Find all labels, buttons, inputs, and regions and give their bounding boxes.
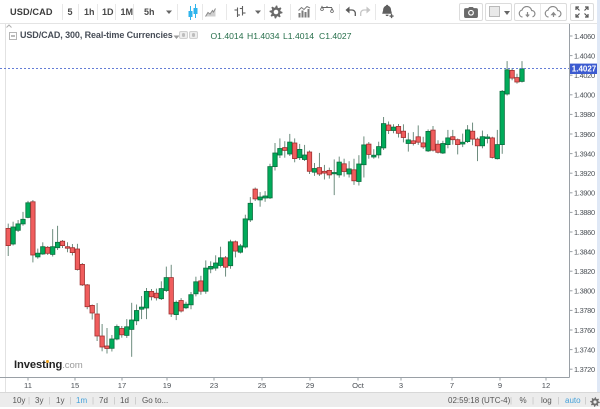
svg-text:1.3780: 1.3780 <box>574 306 595 315</box>
svg-text:1.3760: 1.3760 <box>574 326 595 335</box>
svg-text:7: 7 <box>450 381 454 390</box>
svg-text:1.3960: 1.3960 <box>574 130 595 139</box>
svg-text:25: 25 <box>258 381 266 390</box>
svg-text:17: 17 <box>118 381 126 390</box>
svg-text:1.3820: 1.3820 <box>574 267 595 276</box>
svg-text:1.3880: 1.3880 <box>574 208 595 217</box>
svg-text:1.3720: 1.3720 <box>574 365 595 374</box>
svg-text:1.3900: 1.3900 <box>574 189 595 198</box>
svg-text:1.4020: 1.4020 <box>574 71 595 80</box>
svg-text:1.3860: 1.3860 <box>574 228 595 237</box>
svg-text:1.3740: 1.3740 <box>574 345 595 354</box>
svg-text:1.3800: 1.3800 <box>574 287 595 296</box>
svg-text:1.4040: 1.4040 <box>574 51 595 60</box>
svg-text:1.3940: 1.3940 <box>574 149 595 158</box>
svg-text:1.4027: 1.4027 <box>572 65 597 74</box>
svg-text:19: 19 <box>163 381 171 390</box>
svg-text:9: 9 <box>498 381 502 390</box>
svg-text:3: 3 <box>399 381 403 390</box>
svg-text:1.3840: 1.3840 <box>574 247 595 256</box>
svg-text:1.4060: 1.4060 <box>574 32 595 41</box>
svg-text:1.3980: 1.3980 <box>574 110 595 119</box>
svg-text:15: 15 <box>71 381 79 390</box>
svg-text:29: 29 <box>306 381 314 390</box>
svg-text:23: 23 <box>210 381 218 390</box>
svg-text:12: 12 <box>542 381 550 390</box>
svg-text:Oct: Oct <box>352 381 365 390</box>
svg-text:1.4000: 1.4000 <box>574 91 595 100</box>
svg-text:11: 11 <box>24 381 32 390</box>
svg-text:1.3920: 1.3920 <box>574 169 595 178</box>
